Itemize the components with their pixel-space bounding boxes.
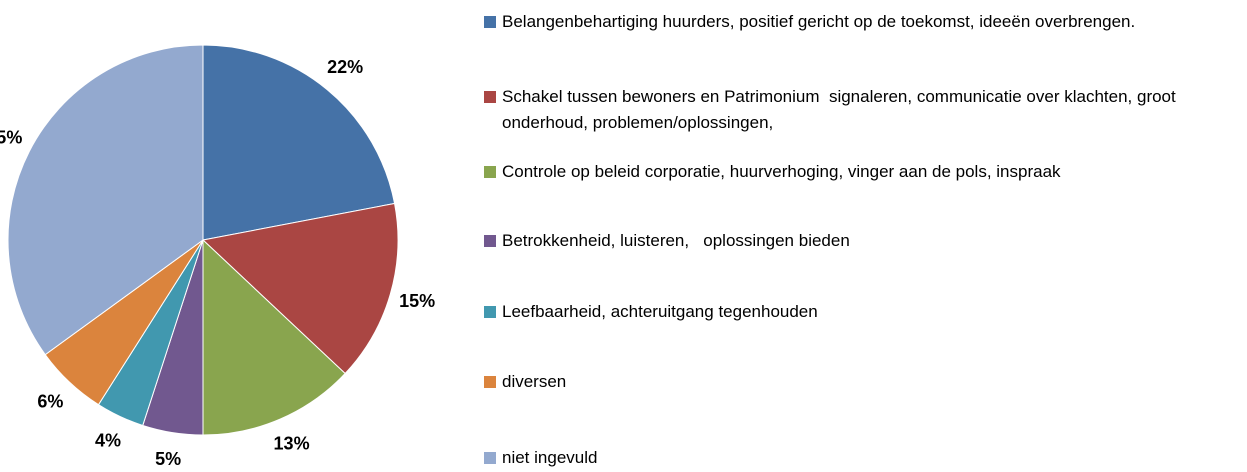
legend-label: diversen (502, 372, 567, 391)
data-label: 15% (399, 291, 435, 311)
legend-item: diversen (484, 369, 1229, 395)
pie-slice (202, 44, 396, 241)
legend-item: Leefbaarheid, achteruitgang tegenhouden (484, 299, 1229, 325)
data-label: 6% (37, 391, 63, 411)
legend-item: Schakel tussen bewoners en Patrimonium s… (484, 84, 1229, 136)
legend-swatch (484, 166, 496, 178)
legend-item: Belangenbehartiging huurders, positief g… (484, 9, 1229, 35)
legend-swatch (484, 306, 496, 318)
legend-swatch (484, 376, 496, 388)
pie: 22% 15% 13% 5% 4% 6% 35% (0, 44, 435, 469)
legend-swatch (484, 91, 496, 103)
legend-item: niet ingevuld (484, 445, 1229, 471)
pie-slice (7, 44, 204, 356)
legend-label: Controle op beleid corporatie, huurverho… (502, 162, 1061, 181)
pie-slice (202, 238, 346, 436)
data-label: 13% (274, 433, 310, 453)
data-label: 22% (327, 57, 363, 77)
legend-label: Belangenbehartiging huurders, positief g… (502, 12, 1136, 31)
data-label: 35% (0, 128, 22, 148)
legend-item: Controle op beleid corporatie, huurverho… (484, 159, 1229, 185)
legend-label: Schakel tussen bewoners en Patrimonium s… (502, 87, 1181, 132)
legend-swatch (484, 235, 496, 247)
legend-label: Leefbaarheid, achteruitgang tegenhouden (502, 302, 818, 321)
legend-swatch (484, 452, 496, 464)
legend-item: Betrokkenheid, luisteren, oplossingen bi… (484, 228, 1229, 254)
legend-label: Betrokkenheid, luisteren, oplossingen bi… (502, 231, 850, 250)
legend-swatch (484, 16, 496, 28)
data-label: 5% (155, 449, 181, 469)
pie-slice (201, 202, 399, 375)
legend-label: niet ingevuld (502, 448, 598, 467)
data-label: 4% (95, 431, 121, 451)
